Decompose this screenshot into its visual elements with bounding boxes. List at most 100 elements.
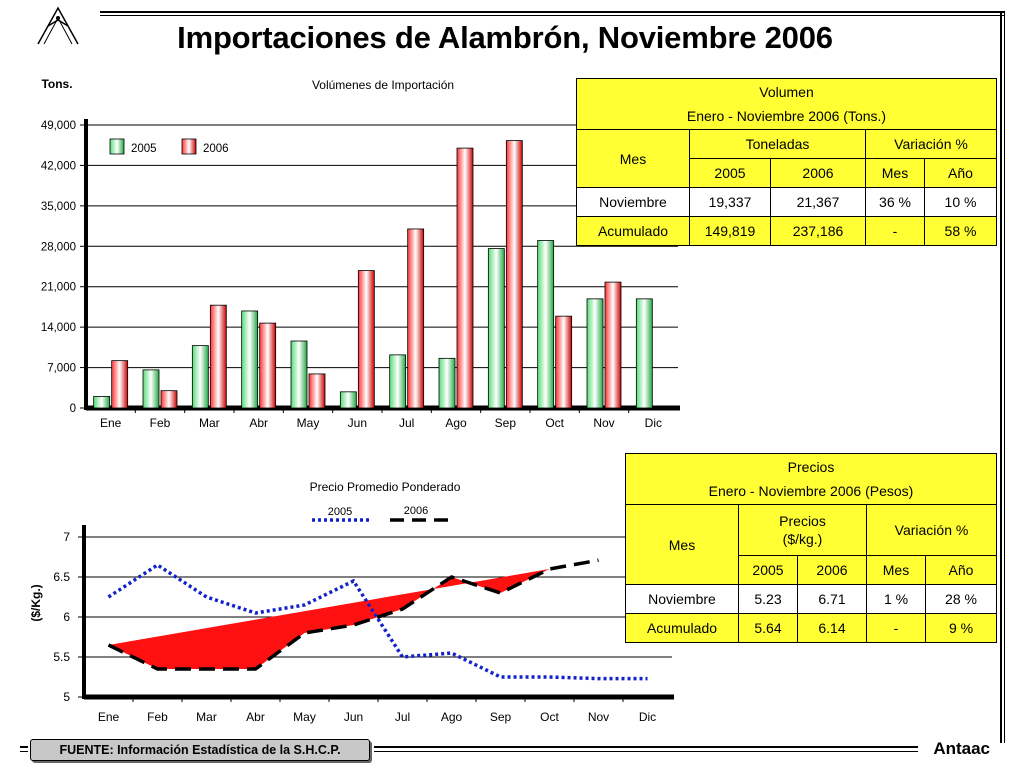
price-cell: 28 % [925, 584, 997, 614]
table-row: Noviembre 19,337 21,367 36 % 10 % [576, 187, 997, 217]
bar-2005-Feb [142, 369, 160, 409]
volume-table-header-1: Volumen [759, 84, 814, 100]
price-cell: 6.14 [797, 613, 867, 643]
page-title: Importaciones de Alambrón, Noviembre 200… [177, 20, 833, 55]
bar-2006-Jul [407, 228, 425, 409]
line-chart: 5 5.5 6 6.5 7 ($/Kg.) Precio Promedio Ponderad… [29, 480, 674, 724]
x-tick-label: Ene [100, 416, 122, 430]
x-tick-label: Jul [399, 416, 414, 430]
y-tick-label: 21,000 [41, 282, 76, 294]
legend-label-2005: 2005 [131, 143, 157, 155]
price-cell: 9 % [925, 613, 997, 643]
bar-2006-Ene [111, 360, 129, 409]
bar-2005-Ene [93, 396, 111, 409]
x-tick-label: Dic [639, 710, 656, 724]
bar-2006-Mar [209, 304, 227, 409]
volume-cell: 36 % [865, 187, 925, 217]
x-tick-label: Oct [545, 416, 564, 430]
frame-top-line-2 [100, 15, 1004, 16]
price-gap-area [108, 569, 550, 669]
frame-right-line-1 [1000, 11, 1002, 743]
x-tick-label: Nov [593, 416, 614, 430]
bar-2005-Nov [586, 298, 604, 409]
table-row: Acumulado 5.64 6.14 - 9 % [625, 613, 997, 643]
y-axis-label: Tons. [41, 77, 72, 91]
table-row: Acumulado 149,819 237,186 - 58 % [576, 216, 997, 246]
y-tick-label: 6.5 [53, 570, 70, 584]
x-tick-label: Ene [98, 710, 120, 724]
bar-2006-Jun [357, 270, 375, 409]
volume-row-label: Acumulado [576, 216, 690, 246]
x-tick-label: Ago [445, 416, 467, 430]
volume-cell: 58 % [924, 216, 997, 246]
legend-swatch-2006 [181, 138, 197, 155]
price-row-label: Acumulado [625, 613, 739, 643]
volume-cell: - [865, 216, 925, 246]
line-series-2006 [107, 558, 599, 671]
bar-2005-Ago [438, 357, 456, 409]
x-tick-label: Ago [441, 710, 463, 724]
x-tick-label: Abr [249, 416, 268, 430]
frame-bottom-line-left-2 [20, 751, 28, 752]
frame-top-line-1 [100, 11, 1004, 13]
price-row-label: Noviembre [625, 584, 739, 614]
x-tick-label: Sep [490, 710, 512, 724]
price-table-header-1: Precios [787, 459, 835, 475]
volume-cell: 237,186 [770, 216, 866, 246]
price-sub-mes: Mes [866, 555, 926, 585]
legend-label-2006: 2006 [203, 143, 229, 155]
bar-2006-Oct [555, 315, 573, 409]
x-tick-label: Mar [199, 416, 220, 430]
volume-cell: 10 % [924, 187, 997, 217]
volume-cell: 149,819 [689, 216, 771, 246]
price-cell: - [866, 613, 926, 643]
y-tick-label: 6 [63, 610, 70, 624]
x-tick-label: Dic [645, 416, 662, 430]
legend-label-2006: 2006 [404, 505, 428, 517]
x-tick-label: Abr [246, 710, 265, 724]
x-tick-label: Sep [495, 416, 517, 430]
price-cell: 5.64 [738, 613, 798, 643]
legend-label-2005: 2005 [328, 506, 352, 518]
brand-name: Antaac [933, 739, 990, 758]
x-tick-label: Jun [344, 710, 363, 724]
bar-2006-Abr [259, 322, 277, 409]
bar-chart: 0 7,000 14,000 21,000 28,000 35,000 42,000 49,0… [41, 77, 680, 430]
line-series-2005 [107, 562, 648, 681]
volume-row-label: Noviembre [576, 187, 690, 217]
y-tick-label: 5 [63, 690, 70, 704]
price-col-precios: Precios ($/kg.) [738, 504, 867, 556]
price-sub-2006: 2006 [797, 555, 867, 585]
bar-2005-Oct [537, 240, 555, 409]
x-tick-label: Oct [540, 710, 559, 724]
chart-title: Volúmenes de Importación [312, 78, 454, 92]
y-tick-label: 28,000 [41, 241, 76, 253]
volume-cell: 21,367 [770, 187, 866, 217]
frame-bottom-line-mid-2 [374, 751, 918, 752]
price-sub-2005: 2005 [738, 555, 798, 585]
x-tick-label: May [293, 710, 316, 724]
antaac-logo-icon [37, 6, 79, 45]
y-tick-label: 7,000 [47, 363, 76, 375]
frame-bottom-line-mid-1 [374, 746, 918, 748]
bar-2006-May [308, 373, 326, 409]
y-tick-label: 49,000 [41, 120, 76, 132]
x-tick-label: Feb [147, 710, 168, 724]
y-axis-label: ($/Kg.) [29, 584, 43, 621]
price-col-mes: Mes [625, 504, 739, 585]
x-tick-label: Jul [395, 710, 410, 724]
y-tick-label: 42,000 [41, 160, 76, 172]
volume-table-header-2: Enero - Noviembre 2006 (Tons.) [686, 108, 887, 124]
x-tick-label: Nov [588, 710, 609, 724]
volume-cell: 19,337 [689, 187, 771, 217]
bar-2006-Ago [456, 147, 474, 409]
price-col-precios-line-2: ($/kg.) [782, 531, 823, 547]
price-cell: 1 % [866, 584, 926, 614]
volume-sub-2006: 2006 [770, 158, 866, 188]
y-tick-label: 0 [70, 403, 76, 415]
bar-2006-Feb [160, 390, 178, 409]
price-cell: 5.23 [738, 584, 798, 614]
volume-table: Volumen Enero - Noviembre 2006 (Tons.) M… [576, 78, 997, 246]
price-col-precios-line-1: Precios [779, 513, 826, 529]
y-tick-label: 7 [63, 530, 70, 544]
